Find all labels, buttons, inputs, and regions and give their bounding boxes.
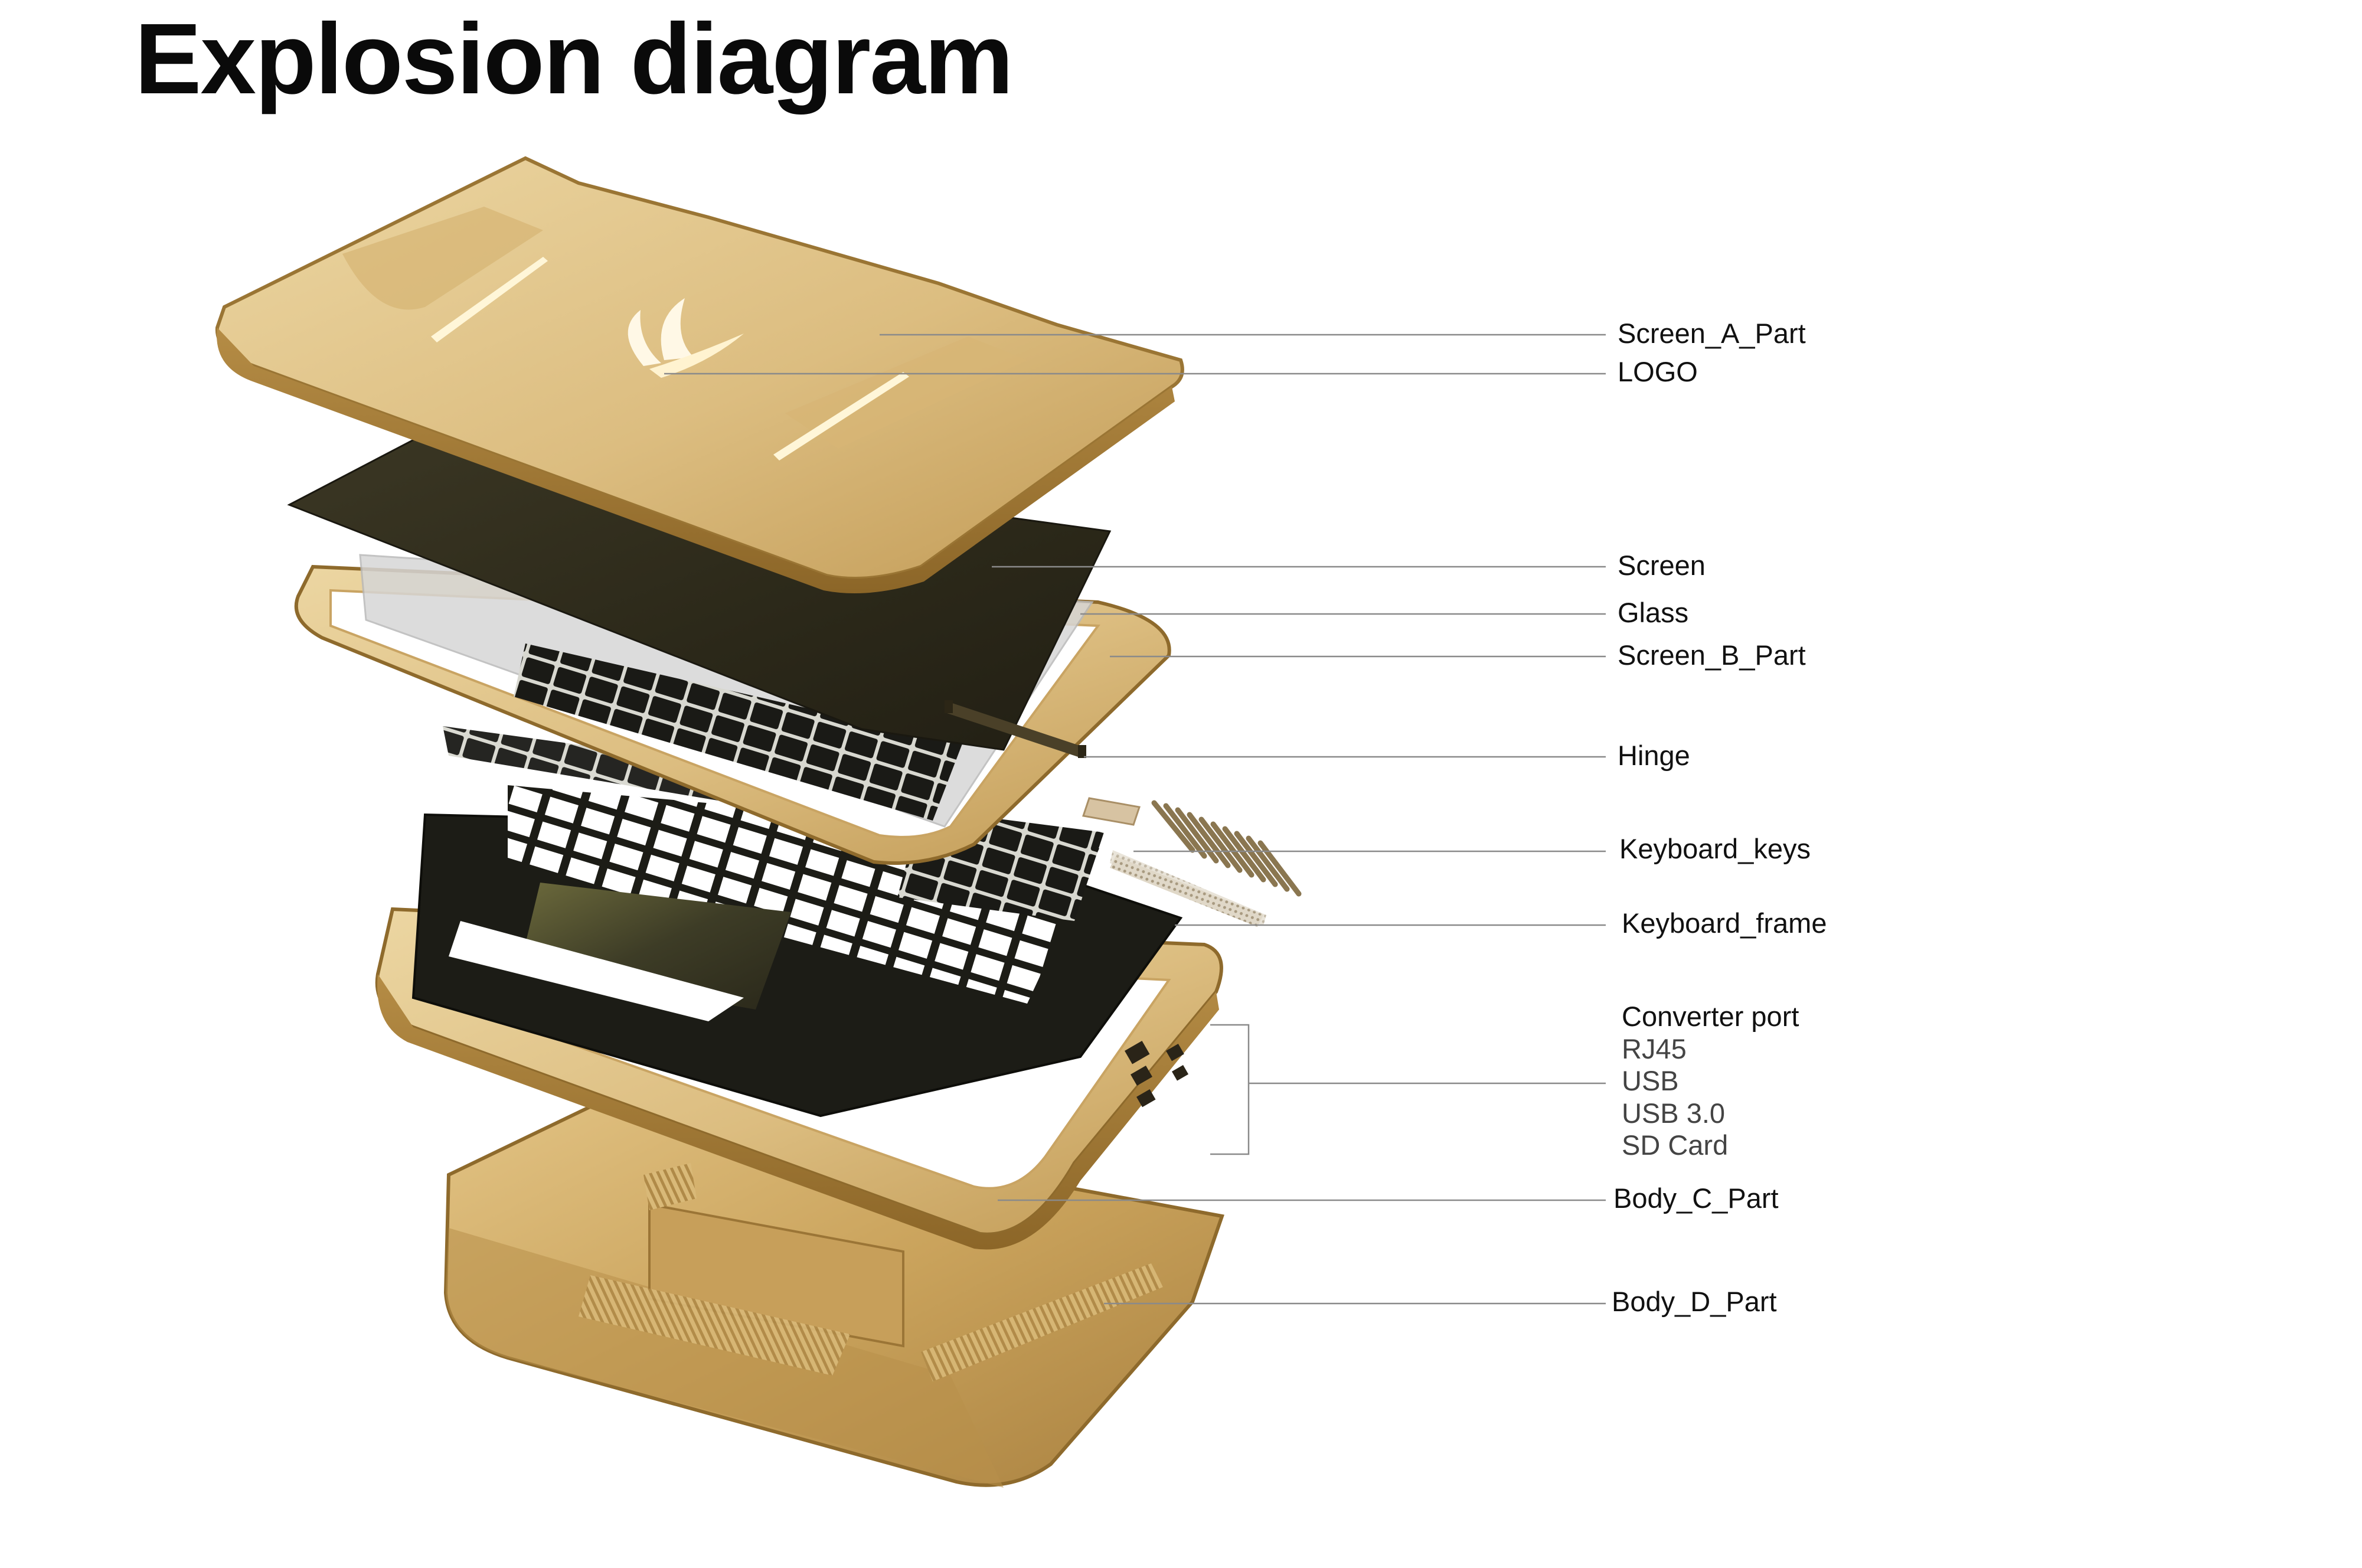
label-converter-sd: SD Card (1622, 1129, 1729, 1161)
label-logo: LOGO (1618, 356, 1698, 387)
label-screen-b-part: Screen_B_Part (1618, 639, 1806, 671)
leader-lines (664, 334, 1606, 1305)
label-hinge: Hinge (1618, 740, 1690, 771)
label-converter-usb3: USB 3.0 (1622, 1097, 1726, 1129)
label-keyboard-keys: Keyboard_keys (1619, 833, 1811, 864)
upper-key-rows (514, 643, 962, 821)
converter-ports (1124, 1040, 1189, 1108)
label-glass: Glass (1618, 597, 1689, 628)
label-screen-a-part: Screen_A_Part (1618, 318, 1806, 349)
logo-emblem (628, 298, 744, 378)
loose-components (1082, 797, 1302, 927)
label-converter-usb: USB (1622, 1065, 1679, 1096)
hinge-part (945, 700, 1086, 758)
label-keyboard-frame: Keyboard_frame (1622, 907, 1827, 939)
label-converter-port: Converter port (1622, 1001, 1799, 1032)
label-body-c-part: Body_C_Part (1613, 1182, 1779, 1214)
label-screen: Screen (1618, 550, 1706, 581)
converter-bracket (1210, 1024, 1606, 1155)
page-title: Explosion diagram (135, 3, 1014, 115)
label-body-d-part: Body_D_Part (1612, 1286, 1777, 1317)
screen-a-part (215, 156, 1184, 593)
label-converter-rj45: RJ45 (1622, 1033, 1687, 1064)
